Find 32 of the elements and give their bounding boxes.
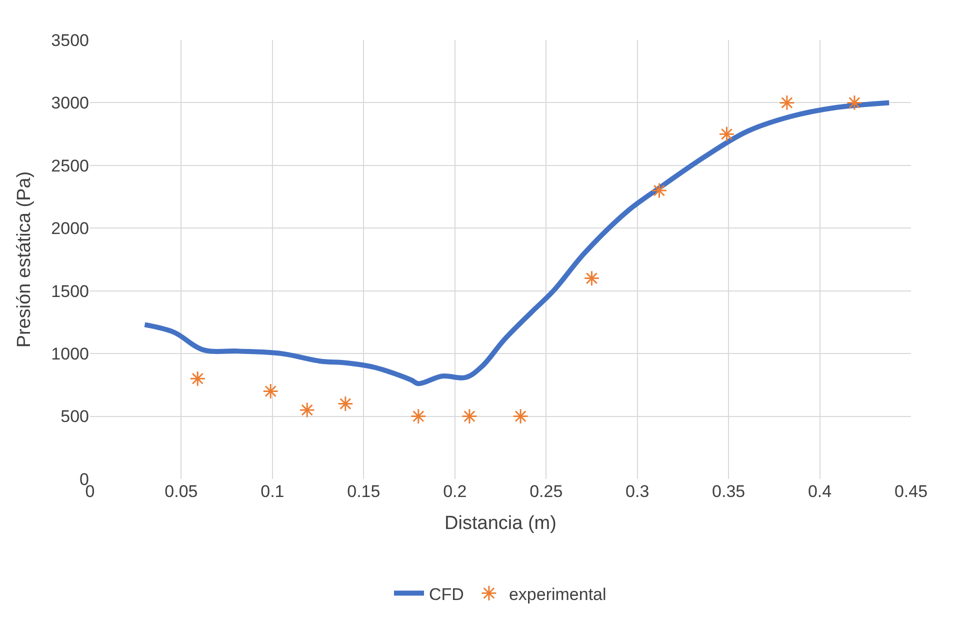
y-tick-label: 1000 <box>51 344 89 364</box>
point <box>299 402 316 418</box>
x-axis-title: Distancia (m) <box>444 512 556 534</box>
point <box>337 396 354 412</box>
y-tick-label: 2500 <box>51 156 89 176</box>
y-axis-title: Presión estática (Pa) <box>14 171 36 348</box>
point <box>846 94 862 111</box>
point <box>778 94 795 111</box>
point <box>718 126 735 142</box>
point <box>462 408 478 424</box>
point <box>512 408 529 424</box>
point <box>584 270 600 286</box>
legend-label: CFD <box>429 584 464 604</box>
point <box>262 383 279 400</box>
y-tick-label: 1500 <box>51 282 89 301</box>
x-tick-label: 0.25 <box>530 482 563 501</box>
x-tick-label: 0.15 <box>347 482 380 501</box>
x-tick-label: 0.3 <box>626 482 650 501</box>
x-tick-label: 0.05 <box>164 482 198 501</box>
y-tick-label: 3000 <box>51 94 89 113</box>
x-tick-label: 0.35 <box>712 482 746 501</box>
y-tick-label: 3500 <box>51 30 89 50</box>
x-tick-label: 0.4 <box>808 482 832 501</box>
x-tick-label: 0.45 <box>894 482 928 501</box>
point <box>190 370 206 387</box>
y-tick-label: 2000 <box>51 219 89 238</box>
legend-label: experimental <box>508 584 606 604</box>
y-tick-label: 500 <box>60 407 89 426</box>
point <box>410 408 426 424</box>
point <box>651 182 668 198</box>
x-tick-label: 0.2 <box>443 482 467 501</box>
x-tick-label: 0.1 <box>260 482 284 501</box>
